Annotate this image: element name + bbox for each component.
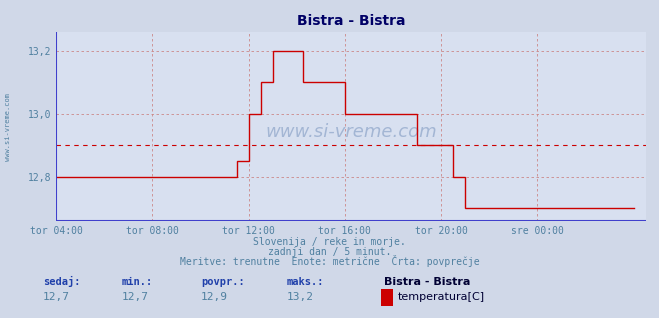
- Text: zadnji dan / 5 minut.: zadnji dan / 5 minut.: [268, 247, 391, 257]
- Title: Bistra - Bistra: Bistra - Bistra: [297, 14, 405, 28]
- Text: Meritve: trenutne  Enote: metrične  Črta: povprečje: Meritve: trenutne Enote: metrične Črta: …: [180, 255, 479, 266]
- Text: temperatura[C]: temperatura[C]: [397, 292, 484, 301]
- Text: Bistra - Bistra: Bistra - Bistra: [384, 277, 470, 287]
- Text: sedaj:: sedaj:: [43, 276, 80, 287]
- Text: min.:: min.:: [122, 277, 153, 287]
- Text: www.si-vreme.com: www.si-vreme.com: [5, 93, 11, 161]
- Text: povpr.:: povpr.:: [201, 277, 244, 287]
- Text: maks.:: maks.:: [287, 277, 324, 287]
- Text: www.si-vreme.com: www.si-vreme.com: [265, 123, 437, 141]
- Text: 12,7: 12,7: [43, 292, 70, 301]
- Text: 13,2: 13,2: [287, 292, 314, 301]
- Text: 12,7: 12,7: [122, 292, 149, 301]
- Text: 12,9: 12,9: [201, 292, 228, 301]
- Text: Slovenija / reke in morje.: Slovenija / reke in morje.: [253, 238, 406, 247]
